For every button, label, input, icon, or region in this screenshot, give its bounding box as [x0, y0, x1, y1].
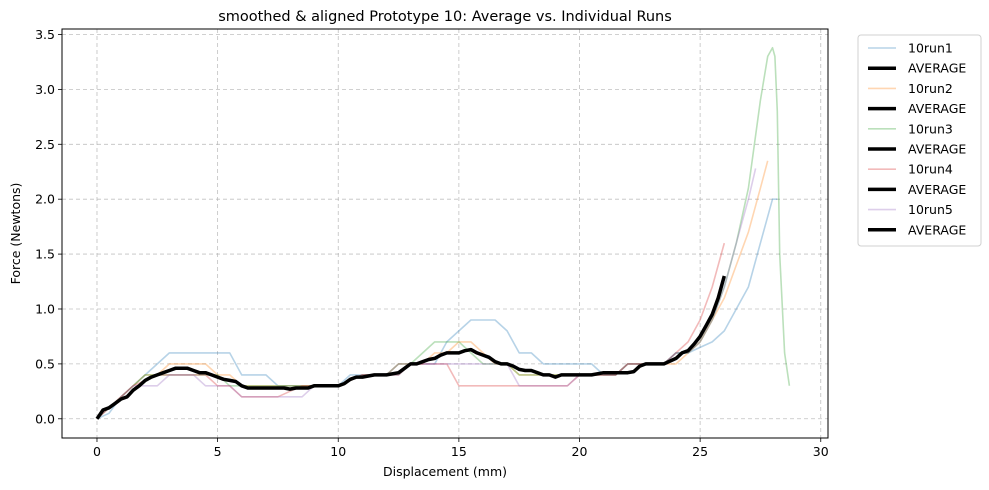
x-tick-label: 25 — [692, 444, 708, 459]
grid-layer — [62, 29, 828, 438]
y-tick-label: 0.5 — [35, 356, 55, 371]
series-layer — [95, 46, 791, 420]
series-line-10run4 — [96, 242, 726, 420]
legend-label: 10run1 — [908, 41, 953, 56]
legend-label: 10run2 — [908, 81, 953, 96]
x-tick-label: 0 — [93, 444, 101, 459]
x-tick-label: 15 — [451, 444, 467, 459]
series-line-average — [95, 275, 726, 420]
legend-label: AVERAGE — [908, 222, 966, 237]
legend-box — [857, 34, 982, 247]
y-tick-label: 0.0 — [35, 411, 55, 426]
legend-label: 10run4 — [908, 162, 953, 177]
x-tick-label: 10 — [330, 444, 346, 459]
legend-label: AVERAGE — [908, 182, 966, 197]
x-tick-label: 20 — [572, 444, 588, 459]
tick-layer: 0 5 10 15 20 25 30 0.0 0.5 1.0 1.5 2.0 2.5 3.0 3.5 — [35, 27, 829, 459]
x-tick-label: 5 — [214, 444, 222, 459]
legend: 10run1 AVERAGE 10run2 AVERAGE 10run3 AVERAGE 1… — [857, 34, 982, 247]
legend-label: 10run5 — [908, 202, 953, 217]
series-line-10run1 — [96, 198, 778, 420]
legend-label: 10run3 — [908, 121, 953, 136]
legend-label: AVERAGE — [908, 101, 966, 116]
legend-label: AVERAGE — [908, 61, 966, 76]
legend-label: AVERAGE — [908, 142, 966, 157]
x-axis-label: Displacement (mm) — [383, 464, 507, 479]
y-tick-label: 1.5 — [35, 247, 55, 262]
y-axis-label: Force (Newtons) — [8, 183, 23, 285]
y-tick-label: 3.5 — [35, 27, 55, 42]
plot-frame — [61, 28, 829, 439]
y-tick-label: 1.0 — [35, 301, 55, 316]
x-tick-label: 30 — [813, 444, 829, 459]
chart-title: smoothed & aligned Prototype 10: Average… — [218, 9, 672, 25]
series-line-10run5 — [96, 168, 757, 420]
y-tick-label: 2.5 — [35, 137, 55, 152]
y-tick-label: 3.0 — [35, 82, 55, 97]
y-tick-label: 2.0 — [35, 192, 55, 207]
